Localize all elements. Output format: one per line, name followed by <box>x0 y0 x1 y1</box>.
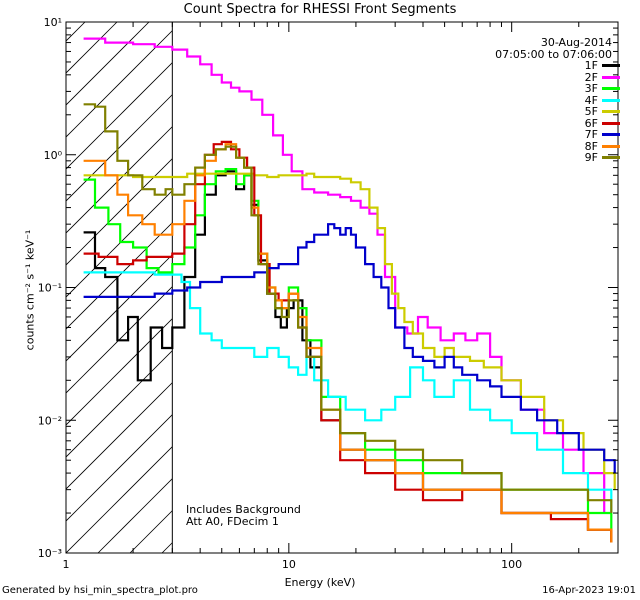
legend-entry: 4F <box>580 93 620 107</box>
legend-entry: 2F <box>580 70 620 84</box>
y-tick-label: 10⁻³ <box>38 547 62 560</box>
hatch-line <box>66 22 182 138</box>
legend-label: 3F <box>584 82 598 96</box>
series-line-2F <box>83 37 606 513</box>
x-tick-label: 100 <box>501 558 522 571</box>
legend-swatch <box>602 121 620 125</box>
axes: 1 10 100 10⁻³ 10⁻² 10⁻¹ 10⁰ 10¹ <box>38 16 619 571</box>
legend-entry: 5F <box>580 105 620 119</box>
legend-swatch <box>602 156 620 160</box>
series-line-4F <box>83 271 613 513</box>
legend-swatch <box>602 144 620 148</box>
series-line-8F <box>83 143 613 543</box>
legend-entry: 8F <box>580 139 620 153</box>
legend-label: 2F <box>584 70 598 84</box>
y-tick-label: 10⁻¹ <box>38 282 62 295</box>
series-line-6F <box>83 140 613 543</box>
y-tick-label: 10⁰ <box>44 149 63 162</box>
legend-label: 5F <box>584 105 598 119</box>
legend-swatch <box>602 64 620 68</box>
series-layer <box>83 37 616 543</box>
legend-label: 4F <box>584 93 598 107</box>
legend-entry: 6F <box>580 116 620 130</box>
hatch-line <box>66 22 214 170</box>
series-line-9F <box>83 103 613 513</box>
legend-entry: 1F <box>580 59 620 73</box>
time-range: 07:05:00 to 07:06:00 <box>495 48 612 61</box>
y-tick-label: 10¹ <box>44 16 62 29</box>
legend-swatch <box>602 87 620 91</box>
legend-entry: 3F <box>580 82 620 96</box>
legend-entry: 7F <box>580 128 620 142</box>
series-line-7F <box>83 223 616 474</box>
x-axis-label: Energy (keV) <box>284 576 356 589</box>
generation-timestamp: 16-Apr-2023 19:01 <box>542 585 636 596</box>
legend-label: 9F <box>584 151 598 165</box>
legend-label: 7F <box>584 128 598 142</box>
y-tick-label: 10⁻² <box>38 414 62 427</box>
observation-date: 30-Aug-2014 <box>540 36 612 49</box>
generator-credit: Generated by hsi_min_spectra_plot.pro <box>2 585 198 596</box>
attenuator-note: Att A0, FDecim 1 <box>186 515 279 528</box>
y-axis-label: counts cm⁻² s⁻¹ keV⁻¹ <box>23 229 37 351</box>
legend-swatch <box>602 98 620 102</box>
legend: 1F 2F 3F 4F 5F 6F 7F 8F 9F <box>580 59 620 165</box>
x-tick-label: 10 <box>282 558 296 571</box>
legend-entry: 9F <box>580 151 620 165</box>
hatch-line <box>66 22 246 202</box>
background-note: Includes Background <box>186 503 301 516</box>
legend-swatch <box>602 75 620 79</box>
legend-label: 6F <box>584 116 598 130</box>
legend-label: 8F <box>584 139 598 153</box>
legend-label: 1F <box>584 59 598 73</box>
legend-swatch <box>602 133 620 137</box>
x-tick-label: 1 <box>63 558 70 571</box>
chart-title: Count Spectra for RHESSI Front Segments <box>183 2 457 17</box>
legend-swatch <box>602 110 620 114</box>
hatched-region <box>0 22 618 553</box>
hatch-line <box>0 22 21 553</box>
